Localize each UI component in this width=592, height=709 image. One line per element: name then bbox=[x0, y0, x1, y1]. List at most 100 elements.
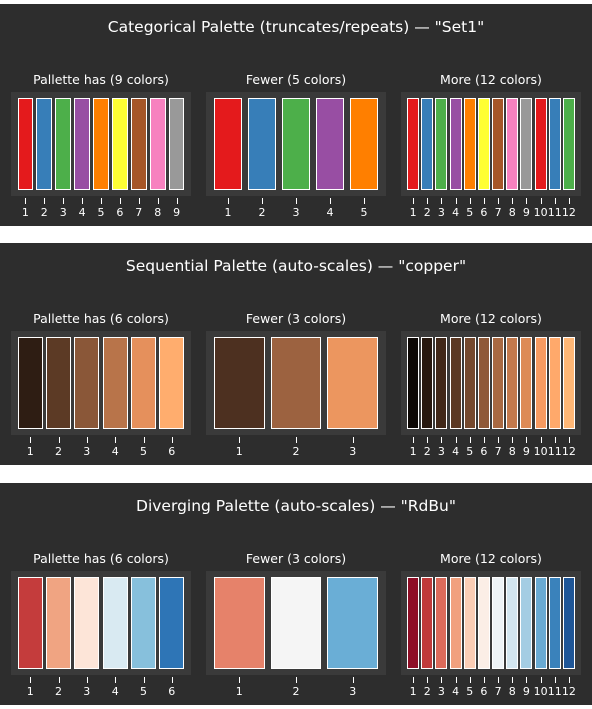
color-swatch bbox=[449, 98, 462, 190]
panel-title: Fewer (5 colors) bbox=[245, 72, 347, 87]
x-tick bbox=[330, 198, 331, 204]
color-swatch bbox=[282, 98, 310, 190]
x-tick bbox=[30, 677, 32, 683]
x-tick bbox=[455, 198, 457, 204]
x-tick-label: 5 bbox=[466, 206, 474, 219]
x-tick bbox=[25, 198, 27, 204]
color-swatch bbox=[214, 577, 265, 669]
x-tick-label: 2 bbox=[423, 445, 431, 458]
x-tick bbox=[296, 437, 297, 443]
color-swatch bbox=[562, 577, 575, 669]
x-tick-label: 1 bbox=[235, 685, 243, 698]
color-swatch bbox=[74, 337, 100, 429]
x-tick bbox=[427, 677, 429, 683]
color-swatch bbox=[463, 98, 476, 190]
color-swatch bbox=[214, 98, 242, 190]
color-swatch bbox=[407, 577, 420, 669]
x-tick-label: 5 bbox=[97, 206, 105, 219]
x-tick-label: 12 bbox=[561, 206, 576, 219]
x-tick bbox=[540, 198, 542, 204]
color-swatch bbox=[74, 577, 100, 669]
x-tick-label: 7 bbox=[135, 206, 143, 219]
x-tick-label: 4 bbox=[452, 685, 460, 698]
x-tick bbox=[483, 677, 485, 683]
color-swatch bbox=[248, 98, 276, 190]
x-tick-label: 5 bbox=[140, 685, 147, 698]
x-tick bbox=[568, 198, 570, 204]
color-swatch bbox=[149, 98, 166, 190]
color-swatch bbox=[421, 98, 434, 190]
palette-panel bbox=[206, 571, 386, 675]
x-tick-label: 9 bbox=[173, 206, 181, 219]
x-tick bbox=[554, 677, 556, 683]
palette-panel bbox=[206, 331, 386, 435]
x-tick bbox=[455, 677, 457, 683]
x-tick bbox=[138, 198, 140, 204]
x-tick bbox=[352, 437, 354, 443]
x-tick-label: 2 bbox=[292, 445, 300, 458]
x-tick-label: 3 bbox=[83, 445, 91, 458]
x-tick-label: 1 bbox=[409, 445, 417, 458]
panel-title: More (12 colors) bbox=[440, 311, 542, 326]
color-swatch bbox=[492, 98, 505, 190]
x-tick bbox=[176, 198, 178, 204]
color-swatch bbox=[506, 337, 519, 429]
panel-title: More (12 colors) bbox=[440, 551, 542, 566]
color-swatch bbox=[435, 337, 448, 429]
x-tick bbox=[63, 198, 65, 204]
palette-panel bbox=[401, 92, 581, 196]
color-swatch bbox=[111, 98, 128, 190]
palette-panel bbox=[401, 331, 581, 435]
color-swatch bbox=[449, 337, 462, 429]
color-swatch bbox=[534, 337, 547, 429]
x-tick bbox=[171, 677, 173, 683]
x-tick bbox=[469, 437, 471, 443]
x-tick bbox=[483, 198, 485, 204]
panel-title: Pallette has (6 colors) bbox=[33, 551, 169, 566]
x-tick bbox=[498, 198, 500, 204]
color-swatch bbox=[562, 98, 575, 190]
x-tick bbox=[469, 198, 471, 204]
x-tick bbox=[86, 437, 88, 443]
x-tick bbox=[568, 677, 570, 683]
x-tick bbox=[239, 677, 241, 683]
x-tick bbox=[352, 677, 354, 683]
x-tick-label: 2 bbox=[423, 685, 431, 698]
x-tick-label: 6 bbox=[116, 206, 124, 219]
color-swatch bbox=[36, 98, 53, 190]
x-tick bbox=[86, 677, 88, 683]
color-swatch bbox=[327, 577, 378, 669]
color-swatch bbox=[492, 577, 505, 669]
color-swatch bbox=[55, 98, 72, 190]
x-tick bbox=[30, 437, 32, 443]
color-swatch bbox=[350, 98, 378, 190]
x-tick-label: 6 bbox=[168, 445, 176, 458]
color-swatch bbox=[477, 98, 490, 190]
color-swatch bbox=[327, 337, 378, 429]
x-tick bbox=[554, 198, 556, 204]
x-tick bbox=[512, 677, 514, 683]
x-tick bbox=[171, 437, 173, 443]
x-tick-label: 3 bbox=[437, 206, 445, 219]
x-tick bbox=[413, 677, 415, 683]
x-tick bbox=[44, 198, 46, 204]
color-swatch bbox=[492, 337, 505, 429]
x-tick bbox=[262, 198, 263, 204]
x-tick bbox=[364, 198, 365, 204]
color-swatch bbox=[463, 577, 476, 669]
x-tick-label: 5 bbox=[466, 685, 474, 698]
x-tick-label: 3 bbox=[349, 445, 357, 458]
x-tick-label: 1 bbox=[224, 206, 232, 219]
color-swatch bbox=[421, 577, 434, 669]
panel-title: Fewer (3 colors) bbox=[245, 311, 347, 326]
x-tick bbox=[427, 198, 429, 204]
panel-title: Fewer (3 colors) bbox=[245, 551, 347, 566]
x-tick-label: 3 bbox=[437, 685, 445, 698]
x-tick-label: 10 bbox=[533, 445, 548, 458]
x-tick-label: 11 bbox=[547, 206, 562, 219]
color-swatch bbox=[45, 337, 72, 429]
color-swatch bbox=[421, 337, 434, 429]
x-tick-label: 4 bbox=[452, 445, 460, 458]
color-swatch bbox=[407, 98, 420, 190]
color-swatch bbox=[130, 337, 157, 429]
